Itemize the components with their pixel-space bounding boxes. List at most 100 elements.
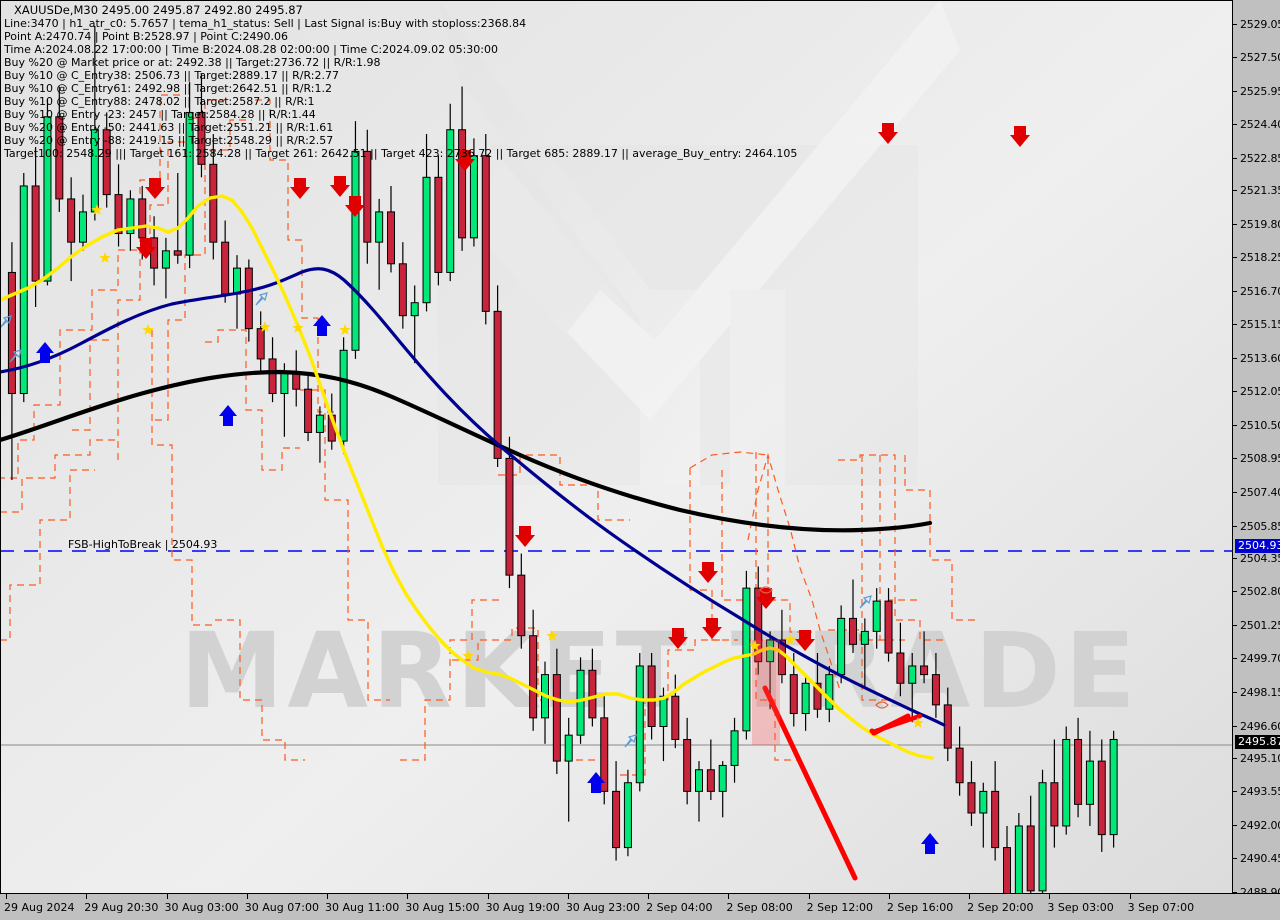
- star-marker-icon: [99, 252, 111, 263]
- star-marker-icon: [142, 324, 154, 335]
- candle-body-bullish: [860, 630, 869, 645]
- price-tick-mark: [1233, 824, 1237, 826]
- candle-body-bullish: [766, 639, 775, 663]
- price-tick-label: 2496.60: [1240, 719, 1280, 733]
- candle-body-bearish: [967, 782, 976, 814]
- candle-body-bullish: [1038, 782, 1047, 892]
- hollow-arrow-red-icon: [875, 701, 889, 709]
- candle-body-bullish: [979, 790, 988, 814]
- price-tick-label: 2490.45: [1240, 852, 1280, 866]
- price-tick-mark: [1233, 290, 1237, 292]
- price-tick-mark: [1233, 257, 1237, 259]
- ma-fast-line: [0, 194, 934, 760]
- candle-body-bearish: [683, 738, 692, 792]
- candle-body-bearish: [813, 682, 822, 710]
- candle-body-bearish: [517, 574, 526, 637]
- signal-markers: [0, 123, 1030, 854]
- candle-body-bearish: [173, 250, 182, 256]
- price-tick-label: 2512.05: [1240, 385, 1280, 399]
- sell-arrow-down-icon: [515, 526, 535, 547]
- candlestick-series: [7, 25, 1118, 893]
- sell-arrow-down-icon: [345, 196, 365, 217]
- sell-arrow-down-icon: [455, 150, 475, 171]
- price-tick-mark: [1233, 757, 1237, 759]
- sell-arrow-down-icon: [145, 178, 165, 199]
- candle-body-bearish: [114, 194, 123, 235]
- time-tick-mark: [888, 894, 890, 899]
- price-tick-mark: [1233, 791, 1237, 793]
- candle-body-bullish: [422, 176, 431, 304]
- price-tick-mark: [1233, 391, 1237, 393]
- time-tick-label: 30 Aug 07:00: [244, 901, 319, 914]
- star-marker-icon: [259, 321, 271, 332]
- candle-body-bearish: [256, 328, 265, 360]
- time-tick-mark: [166, 894, 168, 899]
- price-tick-mark: [1233, 591, 1237, 593]
- price-tick-label: 2516.70: [1240, 284, 1280, 298]
- candle-body-bearish: [304, 388, 313, 433]
- price-tick-label: 2521.35: [1240, 184, 1280, 198]
- candle-body-bearish: [754, 587, 763, 663]
- star-marker-icon: [462, 650, 474, 661]
- candle-body-bearish: [849, 617, 857, 645]
- hollow-arrow-icon: [255, 292, 268, 306]
- candle-body-bearish: [647, 665, 656, 728]
- time-tick-label: 30 Aug 19:00: [485, 901, 560, 914]
- candle-body-bullish: [79, 211, 87, 243]
- price-tick-label: 2498.15: [1240, 685, 1280, 699]
- sell-arrow-down-icon: [795, 630, 815, 651]
- time-tick-mark: [407, 894, 409, 899]
- candle-body-bullish: [280, 371, 289, 395]
- candle-body-bearish: [671, 695, 680, 740]
- candle-body-bullish: [659, 695, 668, 728]
- candle-body-bearish: [31, 185, 40, 282]
- candle-body-bearish: [434, 176, 443, 273]
- candle-body-bearish: [789, 674, 798, 715]
- candle-body-bullish: [1109, 738, 1118, 836]
- candle-body-bearish: [706, 769, 715, 792]
- highlight-rectangle: [752, 640, 780, 745]
- candle-body-bearish: [102, 129, 111, 196]
- candle-body-bullish: [315, 414, 324, 433]
- price-tick-mark: [1233, 858, 1237, 860]
- candle-body-bullish: [1062, 738, 1071, 827]
- price-tick-label: 2493.55: [1240, 785, 1280, 799]
- price-tick-mark: [1233, 90, 1237, 92]
- chart-plot-area[interactable]: MARKET TRADE FSB-HighToBreak | 2504.93: [0, 0, 1232, 893]
- price-tick-label: 2499.70: [1240, 652, 1280, 666]
- candle-body-bullish: [469, 155, 478, 239]
- candle-body-bullish: [742, 587, 751, 732]
- candle-body-bullish: [126, 198, 135, 235]
- price-tick-mark: [1233, 157, 1237, 159]
- time-scale[interactable]: 29 Aug 2024 29 Aug 20:30 30 Aug 03:00 30 Au…: [0, 893, 1280, 920]
- time-tick-label: 30 Aug 03:00: [164, 901, 239, 914]
- price-tick-label: 2529.05: [1240, 17, 1280, 31]
- candle-body-bullish: [1014, 825, 1023, 893]
- sell-arrow-down-icon: [136, 238, 156, 259]
- price-tick-mark: [1233, 658, 1237, 660]
- price-scale[interactable]: 2529.05 2527.50 2525.95 2524.40 2522.85 2521.…: [1232, 0, 1280, 899]
- buy-arrow-up-icon: [921, 833, 939, 854]
- time-tick-mark: [567, 894, 569, 899]
- time-tick-label: 3 Sep 07:00: [1127, 901, 1195, 914]
- time-tick-mark: [327, 894, 329, 899]
- star-marker-icon: [912, 717, 924, 728]
- candle-body-bearish: [268, 358, 277, 395]
- candle-body-bearish: [7, 271, 16, 395]
- sell-arrow-down-icon: [290, 178, 310, 199]
- price-tick-mark: [1233, 458, 1237, 460]
- candle-body-bullish: [90, 129, 99, 213]
- time-tick-label: 30 Aug 11:00: [325, 901, 400, 914]
- time-tick-mark: [1049, 894, 1051, 899]
- candle-body-bearish: [138, 198, 147, 239]
- ma-mid-line: [0, 267, 946, 727]
- hollow-arrow-icon: [0, 315, 12, 329]
- time-tick-label: 2 Sep 12:00: [806, 901, 874, 914]
- price-tick-label: 2519.80: [1240, 217, 1280, 231]
- candle-body-bearish: [600, 717, 609, 792]
- candle-body-bullish: [837, 617, 846, 676]
- candle-body-bearish: [387, 211, 395, 265]
- buy-arrow-up-icon: [587, 772, 605, 793]
- time-tick-label: 3 Sep 03:00: [1047, 901, 1114, 914]
- price-tick-mark: [1233, 525, 1237, 527]
